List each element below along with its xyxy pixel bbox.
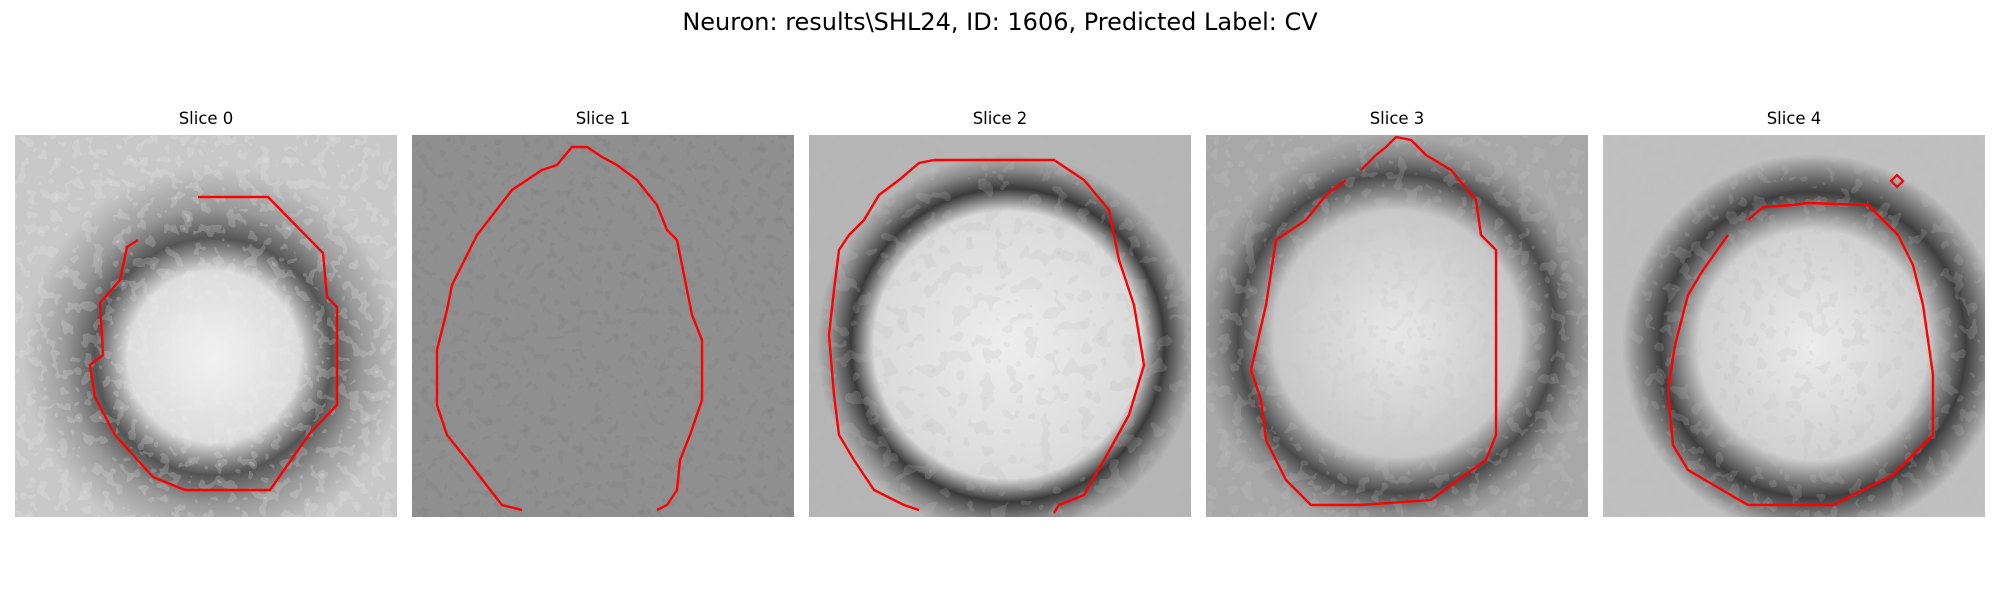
contour-1 [435, 145, 704, 512]
slice-title-4: Slice 4 [1766, 109, 1822, 128]
contour-0 [88, 195, 339, 492]
slice-panel-2: Slice 2 [809, 109, 1191, 517]
contour-4-spot [1889, 173, 1905, 189]
contour-2b [827, 158, 935, 512]
slice-panel-3: Slice 3 [1206, 109, 1588, 517]
contour-2 [934, 158, 1146, 514]
slice-panel-0: Slice 0 [15, 109, 397, 517]
slice-title-0: Slice 0 [178, 109, 234, 128]
contour-3 [1249, 135, 1498, 507]
contour-4 [1666, 201, 1935, 507]
slice-image-2 [809, 135, 1191, 517]
slice-title-1: Slice 1 [575, 109, 631, 128]
slice-image-3 [1206, 135, 1588, 517]
slice-image-1 [412, 135, 794, 517]
slice-image-4 [1603, 135, 1985, 517]
slice-panel-1: Slice 1 [412, 109, 794, 517]
slice-title-2: Slice 2 [972, 109, 1028, 128]
slice-title-3: Slice 3 [1369, 109, 1425, 128]
figure-title: Neuron: results\SHL24, ID: 1606, Predict… [682, 8, 1318, 36]
slice-panel-4: Slice 4 [1603, 109, 1985, 517]
slice-image-0 [15, 135, 397, 517]
